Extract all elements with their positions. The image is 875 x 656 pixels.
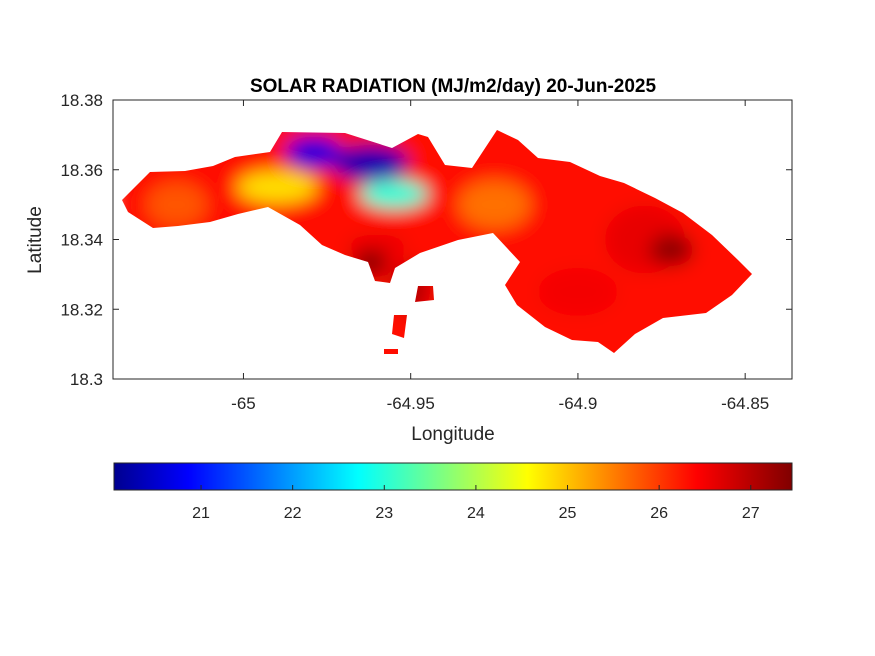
colorbar-tick-label: 23: [375, 505, 393, 522]
y-tick-label: 18.36: [60, 161, 103, 180]
heatmap-region-11: [537, 267, 618, 316]
x-tick-label: -64.95: [387, 394, 435, 413]
heatmap-region-10: [649, 233, 694, 266]
y-tick-label: 18.3: [70, 370, 103, 389]
x-axis-label: Longitude: [411, 424, 494, 445]
heatmap-region-4: [236, 171, 317, 204]
colorbar-tick-label: 27: [742, 505, 760, 522]
colorbar-tick-label: 22: [284, 505, 302, 522]
chart-title: SOLAR RADIATION (MJ/m2/day) 20-Jun-2025: [250, 76, 657, 97]
heatmap-region-2: [285, 136, 342, 169]
heatmap-region-1: [332, 144, 409, 181]
y-tick-label: 18.34: [60, 231, 103, 250]
heatmap-region-3: [146, 182, 207, 227]
colorbar-tick-label: 26: [650, 505, 668, 522]
y-axis-label: Latitude: [25, 206, 46, 274]
x-axis: -65 -64.95 -64.9 -64.85: [231, 100, 769, 413]
colorbar-tick-label: 24: [467, 505, 485, 522]
heatmap-region-5: [359, 180, 428, 209]
heatmap-region-8: [458, 180, 531, 229]
y-tick-label: 18.32: [60, 300, 103, 319]
y-tick-label: 18.38: [60, 91, 103, 110]
colorbar-tick-label: 21: [192, 505, 210, 522]
y-axis: 18.38 18.36 18.34 18.32 18.3: [60, 91, 792, 389]
colorbar-ticks: 21 22 23 24 25 26 27: [192, 485, 760, 522]
x-tick-label: -64.85: [721, 394, 769, 413]
x-tick-label: -65: [231, 394, 256, 413]
x-tick-label: -64.9: [559, 394, 598, 413]
colorbar-tick-label: 25: [559, 505, 577, 522]
colorbar: [113, 462, 793, 491]
